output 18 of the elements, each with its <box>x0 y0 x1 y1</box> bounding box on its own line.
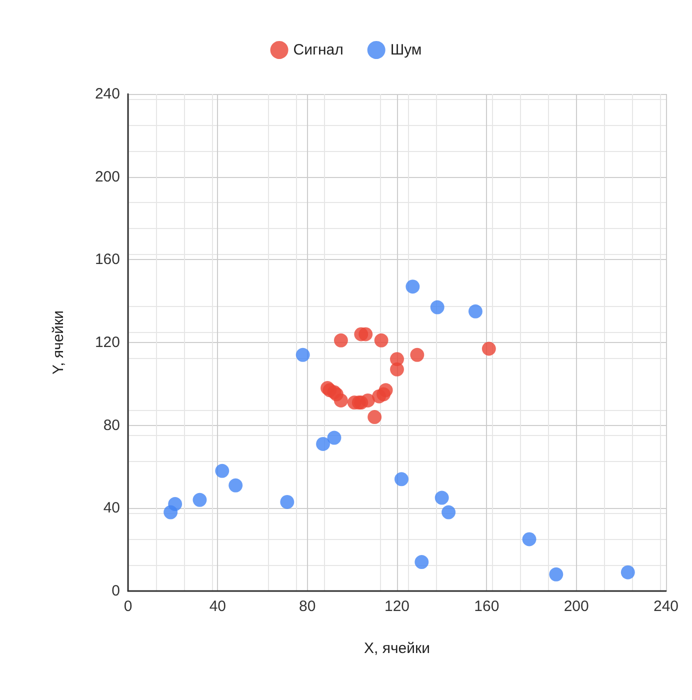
y-tick-label: 200 <box>94 168 120 186</box>
x-tick-label: 40 <box>209 598 226 615</box>
y-tick-label: 240 <box>94 86 120 102</box>
x-tick-label: 240 <box>653 598 679 615</box>
x-tick-label: 80 <box>298 598 316 615</box>
y-axis-title: Y, ячейки <box>50 310 67 375</box>
y-tick-label: 120 <box>94 334 120 351</box>
y-tick-label: 160 <box>94 251 120 268</box>
legend-label: Сигнал <box>293 42 344 58</box>
x-axis-title: X, ячейки <box>364 640 430 657</box>
x-tick-label: 120 <box>384 598 410 615</box>
y-tick-label: 0 <box>112 582 120 600</box>
y-tick-label: 40 <box>103 500 120 517</box>
x-tick-label: 0 <box>124 598 132 615</box>
x-tick-label: 200 <box>564 598 589 615</box>
x-tick-label: 160 <box>474 598 500 615</box>
legend-label: Шум <box>390 42 422 58</box>
y-tick-label: 80 <box>103 416 120 434</box>
